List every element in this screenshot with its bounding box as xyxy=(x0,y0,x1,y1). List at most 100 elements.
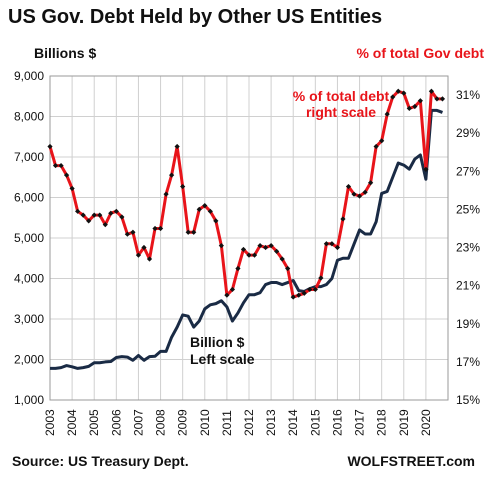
percent-marker xyxy=(345,183,352,190)
percent-marker xyxy=(423,166,429,172)
percent-marker xyxy=(439,96,446,102)
percent-marker xyxy=(113,208,119,214)
left-tick-label: 8,000 xyxy=(14,110,44,124)
billion-annotation-line2: Left scale xyxy=(190,351,255,367)
percent-marker xyxy=(428,88,435,94)
percent-marker xyxy=(406,105,412,111)
x-tick-label: 2020 xyxy=(419,409,433,436)
percent-marker xyxy=(157,225,164,232)
x-tick-label: 2009 xyxy=(176,409,190,436)
chart-title: US Gov. Debt Held by Other US Entities xyxy=(8,6,383,28)
percent-marker xyxy=(119,214,125,220)
percent-marker xyxy=(180,183,186,190)
percent-marker xyxy=(229,286,236,293)
percent-marker xyxy=(196,206,202,213)
percent-marker xyxy=(351,191,357,197)
percent-marker xyxy=(207,208,213,214)
percent-marker xyxy=(356,193,363,199)
x-tick-label: 2008 xyxy=(154,409,168,436)
x-tick-label: 2011 xyxy=(220,410,234,436)
x-tick-label: 2004 xyxy=(65,409,79,436)
source-note: Source: US Treasury Dept. xyxy=(12,453,189,469)
x-tick-label: 2015 xyxy=(308,409,322,436)
percent-marker xyxy=(368,180,374,186)
percent-marker xyxy=(52,162,59,169)
percent-marker xyxy=(246,252,252,258)
percent-marker xyxy=(434,96,440,102)
x-tick-label: 2005 xyxy=(87,409,101,436)
percent-marker xyxy=(97,212,103,218)
percent-marker xyxy=(384,111,390,117)
left-tick-label: 1,000 xyxy=(14,393,44,407)
left-tick-label: 2,000 xyxy=(14,353,44,367)
percent-marker xyxy=(141,244,147,251)
x-tick-label: 2018 xyxy=(375,409,389,436)
percent-marker xyxy=(373,143,379,150)
percent-marker xyxy=(185,229,191,235)
percent-marker xyxy=(274,248,280,254)
percent-marker xyxy=(47,143,53,150)
percent-marker xyxy=(296,292,302,298)
percent-marker xyxy=(312,286,318,293)
x-tick-label: 2014 xyxy=(286,409,300,436)
right-tick-label: 15% xyxy=(456,393,480,407)
percent-marker xyxy=(108,210,114,216)
left-axis-label: Billions $ xyxy=(34,45,97,61)
left-tick-label: 3,000 xyxy=(14,312,44,326)
left-tick-label: 6,000 xyxy=(14,191,44,205)
billion-annotation-line1: Billion $ xyxy=(190,334,245,350)
right-tick-label: 21% xyxy=(456,279,480,293)
percent-marker xyxy=(218,243,224,249)
percent-marker xyxy=(285,265,291,272)
percent-annotation-line2: right scale xyxy=(306,104,376,120)
percent-marker xyxy=(152,225,158,232)
percent-marker xyxy=(340,216,346,222)
percent-marker xyxy=(235,265,241,272)
percent-marker xyxy=(191,229,197,235)
percent-marker xyxy=(75,208,81,214)
x-tick-label: 2012 xyxy=(242,409,256,436)
percent-marker xyxy=(379,138,385,144)
right-tick-label: 23% xyxy=(456,241,480,255)
billions-line xyxy=(50,108,443,370)
x-tick-label: 2016 xyxy=(330,409,344,436)
percent-marker xyxy=(174,143,180,150)
percent-marker xyxy=(362,189,368,195)
percent-marker xyxy=(58,162,64,169)
plot-frame xyxy=(49,75,449,401)
percent-marker xyxy=(63,172,70,178)
percent-marker xyxy=(240,246,247,253)
percent-marker xyxy=(307,286,313,293)
percent-marker xyxy=(86,218,92,224)
percent-annotation-line1: % of total debt xyxy=(293,88,390,104)
right-tick-label: 27% xyxy=(456,164,480,178)
percent-marker xyxy=(135,252,142,258)
percent-marker xyxy=(213,218,219,224)
percent-marker xyxy=(301,290,307,296)
right-tick-label: 25% xyxy=(456,202,480,216)
right-axis-label: % of total Gov debt xyxy=(356,45,484,61)
percent-marker xyxy=(91,212,97,218)
percent-marker xyxy=(395,88,401,94)
percent-marker xyxy=(257,243,263,249)
percent-marker xyxy=(163,191,169,197)
percent-marker xyxy=(401,90,407,96)
x-tick-label: 2010 xyxy=(198,409,212,436)
percent-marker xyxy=(268,243,274,249)
right-tick-label: 19% xyxy=(456,317,480,331)
percent-marker xyxy=(412,103,418,110)
percent-marker xyxy=(323,241,329,247)
percent-marker xyxy=(130,229,136,235)
left-tick-label: 7,000 xyxy=(14,150,44,164)
brand-mark: WOLFSTREET.com xyxy=(347,453,475,469)
percent-marker xyxy=(224,292,230,298)
percent-marker xyxy=(80,212,86,218)
x-tick-label: 2007 xyxy=(131,409,145,436)
percent-marker xyxy=(417,98,423,104)
percent-marker xyxy=(124,231,130,237)
percent-marker xyxy=(202,203,208,209)
x-tick-label: 2003 xyxy=(43,409,57,436)
percent-marker xyxy=(318,275,324,281)
percent-marker xyxy=(251,252,258,258)
